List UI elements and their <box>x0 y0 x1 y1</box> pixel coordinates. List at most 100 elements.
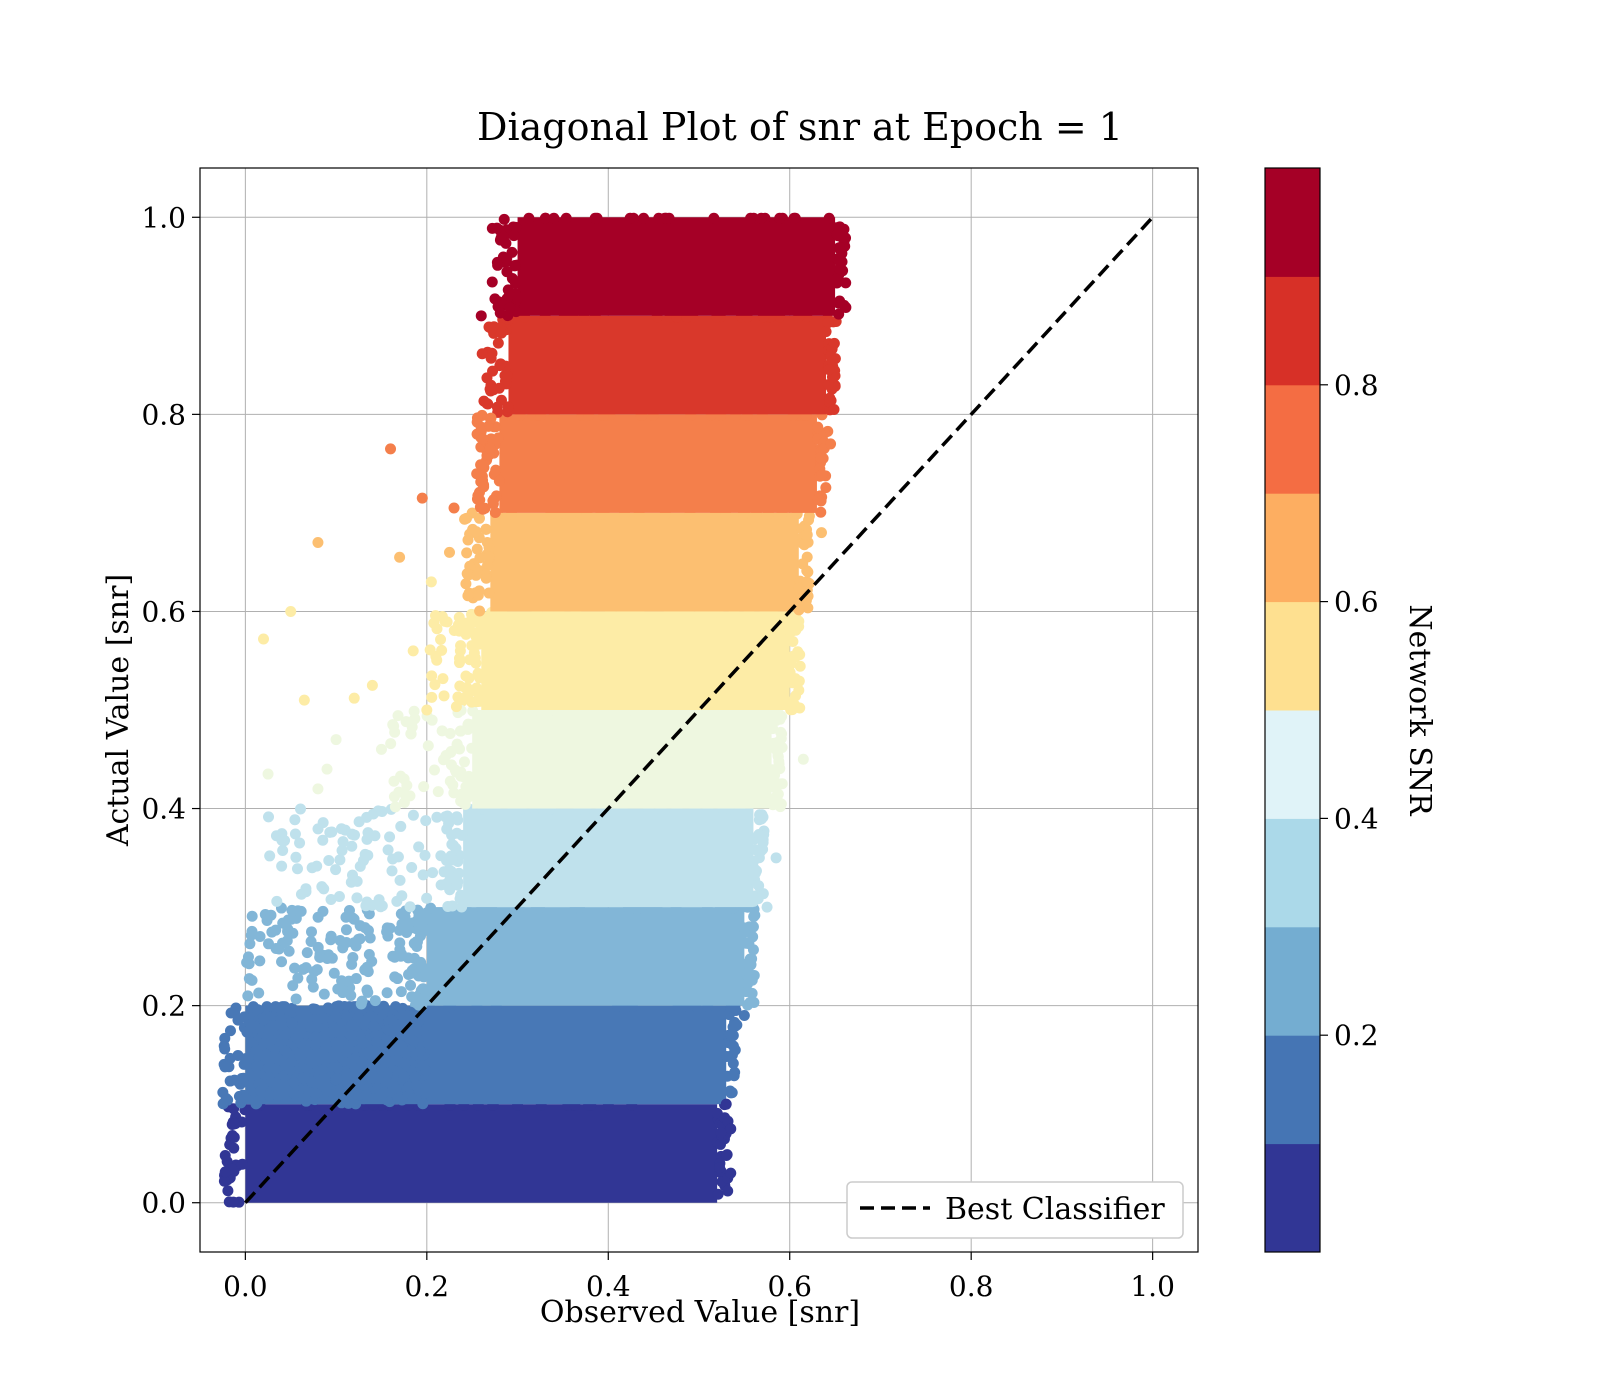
scatter-point <box>285 1056 297 1068</box>
scatter-point <box>246 974 258 986</box>
colorbar-tick-label: 0.8 <box>1334 369 1379 402</box>
scatter-point <box>346 958 358 970</box>
scatter-point-outlier <box>738 1009 750 1021</box>
scatter-point <box>794 649 806 661</box>
scatter-point <box>334 854 346 866</box>
scatter-point <box>446 854 458 866</box>
scatter-point <box>432 786 444 798</box>
scatter-point <box>474 695 486 707</box>
y-tick-label: 1.0 <box>141 201 186 234</box>
scatter-point <box>264 850 276 862</box>
scatter-point <box>415 956 427 968</box>
scatter-point <box>346 840 358 852</box>
scatter-point-outlier <box>729 1044 741 1056</box>
scatter-point <box>396 890 408 902</box>
scatter-point <box>431 623 443 635</box>
scatter-point <box>306 1076 318 1088</box>
legend-box <box>846 1181 1184 1239</box>
scatter-point <box>223 1061 235 1073</box>
scatter-point <box>495 358 507 370</box>
scatter-point <box>828 337 840 349</box>
scatter-point <box>311 1021 323 1033</box>
scatter-point <box>389 801 401 813</box>
scatter-point <box>560 212 572 224</box>
scatter-point <box>826 355 838 367</box>
scatter-point <box>820 326 832 338</box>
scatter-point <box>392 973 404 985</box>
scatter-point <box>268 1044 280 1056</box>
scatter-point-outlier <box>825 438 837 450</box>
scatter-point-outlier <box>321 763 333 775</box>
scatter-point-outlier <box>439 615 451 627</box>
scatter-point <box>266 926 278 938</box>
scatter-point <box>724 1085 736 1097</box>
scatter-point <box>471 543 483 555</box>
scatter-point-outlier <box>262 768 274 780</box>
scatter-point <box>232 1014 244 1026</box>
scatter-point <box>387 719 399 731</box>
scatter-point <box>477 503 489 515</box>
scatter-point <box>324 826 336 838</box>
y-tick-label: 0.4 <box>141 793 186 826</box>
scatter-band-core <box>490 512 799 612</box>
scatter-point <box>225 1007 237 1019</box>
scatter-point <box>381 1067 393 1079</box>
scatter-point <box>323 855 335 867</box>
scatter-point-outlier <box>793 684 805 696</box>
scatter-point <box>369 995 381 1007</box>
scatter-point <box>663 212 675 224</box>
scatter-point <box>290 851 302 863</box>
colorbar-ticks: 0.2 0.4 0.6 0.8 <box>1320 369 1379 1052</box>
scatter-point <box>743 938 755 950</box>
scatter-point <box>815 452 827 464</box>
scatter-point <box>261 915 273 927</box>
best-classifier-line <box>244 216 1154 1204</box>
scatter-point-outlier <box>720 1098 732 1110</box>
scatter-point <box>753 828 765 840</box>
x-tick-label: 0.0 <box>223 1270 268 1303</box>
scatter-point <box>236 1158 248 1170</box>
scatter-point <box>466 640 478 652</box>
scatter-point <box>376 805 388 817</box>
scatter-point <box>401 1009 413 1021</box>
scatter-point <box>394 874 406 886</box>
scatter-point <box>395 948 407 960</box>
scatter-point <box>314 951 326 963</box>
scatter-point <box>420 815 432 827</box>
scatter-point <box>396 918 408 930</box>
scatter-point <box>340 924 352 936</box>
scatter-point <box>426 714 438 726</box>
scatter-point <box>442 900 454 912</box>
scatter-point <box>421 892 433 904</box>
scatter-point <box>343 905 355 917</box>
scatter-point <box>453 625 465 637</box>
scatter-point-outlier <box>425 576 437 588</box>
scatter-point <box>406 964 418 976</box>
scatter-point <box>428 764 440 776</box>
scatter-point <box>757 837 769 849</box>
scatter-point <box>317 834 329 846</box>
colorbar-segment <box>1265 818 1320 928</box>
scatter-point <box>332 983 344 995</box>
scatter-point <box>727 1029 739 1041</box>
scatter-point <box>276 860 288 872</box>
scatter-point <box>346 1019 358 1031</box>
scatter-point <box>746 974 758 986</box>
scatter-point <box>715 1127 727 1139</box>
scatter-point-outlier <box>797 753 809 765</box>
scatter-point <box>368 1020 380 1032</box>
scatter-point <box>350 1098 362 1110</box>
scatter-point <box>464 783 476 795</box>
scatter-point <box>362 849 374 861</box>
scatter-point <box>220 1093 232 1105</box>
scatter-point <box>738 922 750 934</box>
y-tick-label: 0.0 <box>141 1187 186 1220</box>
scatter-point-outlier <box>375 743 387 755</box>
scatter-point <box>275 1014 287 1026</box>
scatter-point <box>824 392 836 404</box>
scatter-point-outlier <box>734 965 746 977</box>
scatter-point <box>382 844 394 856</box>
scatter-point <box>333 890 345 902</box>
scatter-point <box>793 582 805 594</box>
scatter-point-outlier <box>448 502 460 514</box>
